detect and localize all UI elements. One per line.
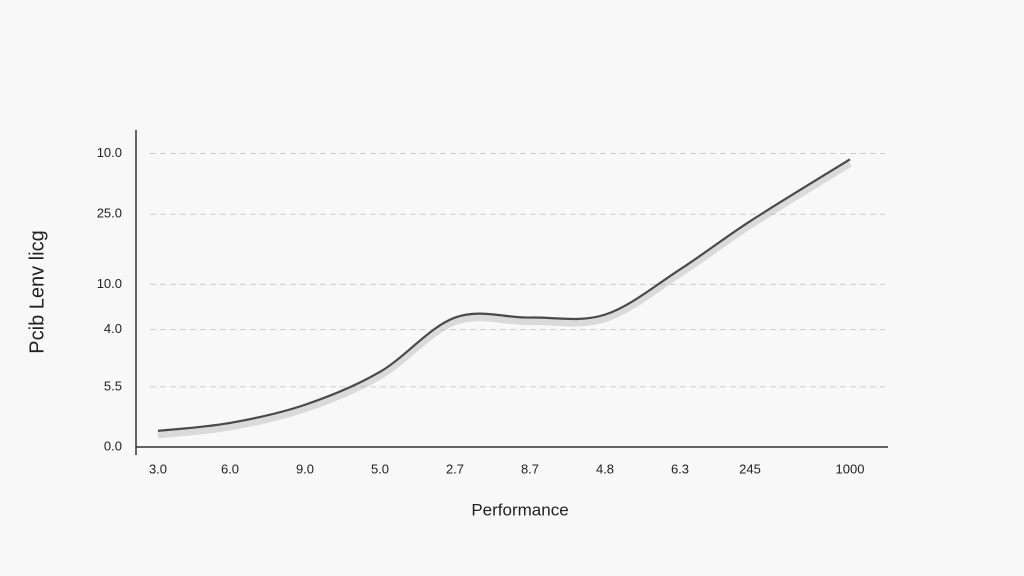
x-tick-label: 2.7	[446, 461, 464, 476]
y-tick-label: 0.0	[104, 438, 122, 453]
y-tick-label: 10.0	[97, 276, 122, 291]
y-tick-label: 25.0	[97, 206, 122, 221]
x-tick-label: 245	[739, 461, 761, 476]
x-tick-label: 4.8	[596, 461, 614, 476]
x-axis-title: Performance	[471, 500, 568, 519]
y-tick-label: 5.5	[104, 378, 122, 393]
y-tick-label: 4.0	[104, 321, 122, 336]
y-axis-title: Pcib Lenv licg	[26, 230, 48, 353]
x-tick-label: 8.7	[521, 461, 539, 476]
line-shadow	[157, 160, 852, 439]
x-tick-label: 5.0	[371, 461, 389, 476]
x-tick-label: 6.0	[221, 461, 239, 476]
x-tick-label: 1000	[836, 461, 865, 476]
y-tick-label: 10.0	[97, 145, 122, 160]
line	[157, 158, 851, 432]
x-tick-label: 3.0	[149, 461, 167, 476]
x-tick-label: 6.3	[671, 461, 689, 476]
x-tick-label: 9.0	[296, 461, 314, 476]
